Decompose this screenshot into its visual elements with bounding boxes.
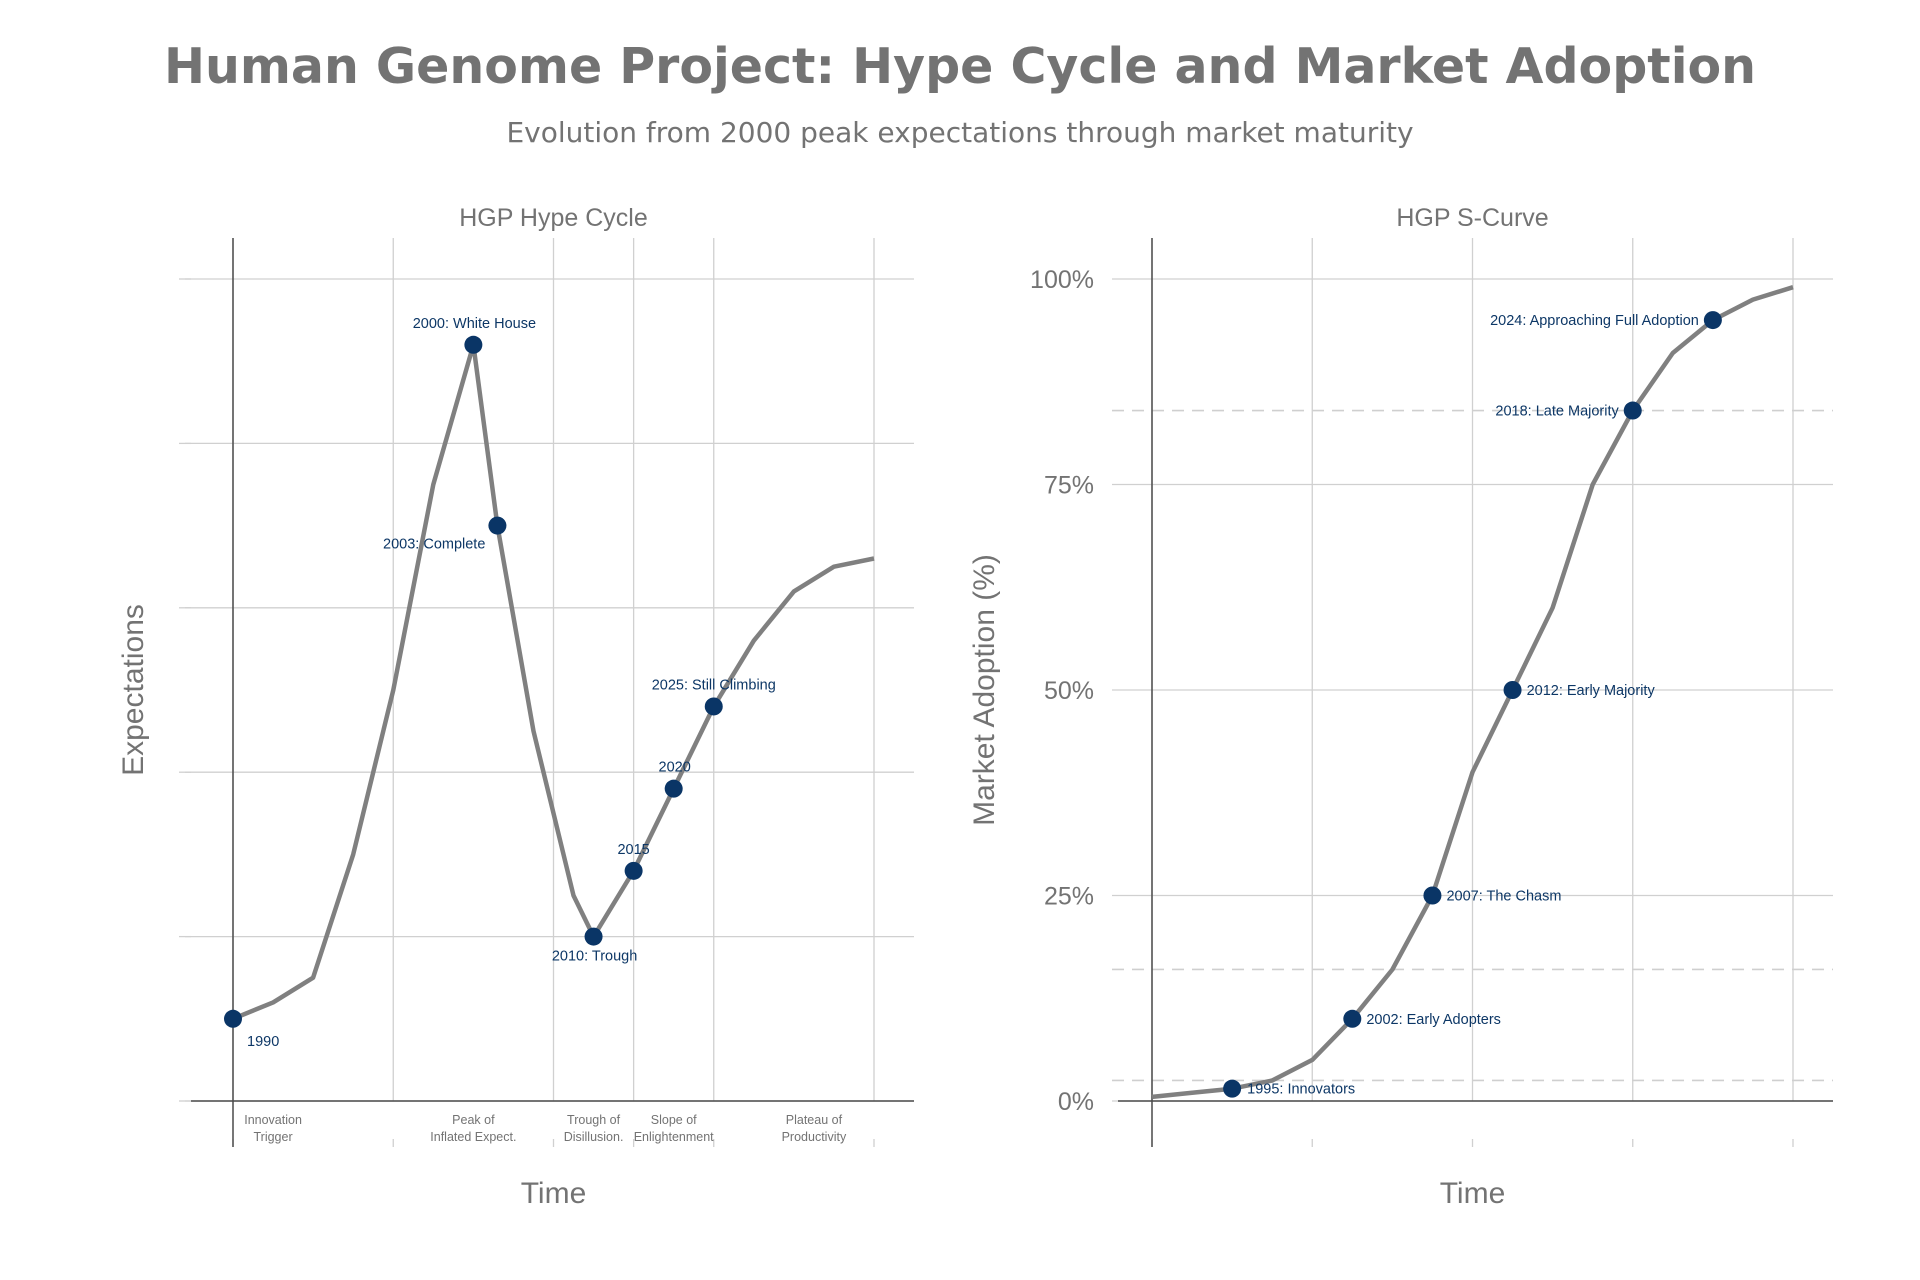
main-subtitle: Evolution from 2000 peak expectations th…	[506, 116, 1414, 149]
hype-milestone-point	[464, 335, 483, 354]
main-title: Human Genome Project: Hype Cycle and Mar…	[163, 38, 1757, 95]
scurve-milestone-point	[1223, 1079, 1242, 1098]
hype-milestone-point	[664, 779, 683, 798]
scurve-milestone-point	[1703, 311, 1722, 330]
hype-x-axis-label: Time	[521, 1177, 587, 1210]
scurve-x-axis-label: Time	[1440, 1177, 1506, 1210]
scurve-milestone-label: 2002: Early Adopters	[1366, 1012, 1501, 1028]
scurve-milestone-point	[1423, 886, 1442, 905]
hype-phase-label: Peak of	[452, 1113, 495, 1127]
hype-cycle-panel: Innovation Trigger Peak of Inflated Expect.…	[117, 204, 914, 1210]
s-curve-panel: 0% 25% 50% 75% 100% 1995: Innovators 2002: Ear…	[968, 204, 1833, 1210]
hype-phase-label: Productivity	[782, 1130, 847, 1144]
scurve-series-line	[1151, 285, 1794, 1100]
hype-milestone-point	[624, 861, 643, 880]
scurve-milestone-label: 1995: Innovators	[1247, 1082, 1355, 1098]
hype-phase-label: Innovation	[244, 1113, 302, 1127]
hype-phase-label: Trough of	[567, 1113, 621, 1127]
hype-phase-label: Disillusion.	[564, 1130, 624, 1144]
hype-milestone-label: 2025: Still Climbing	[652, 677, 776, 693]
hype-milestone-label: 2000: White House	[413, 316, 536, 332]
scurve-title: HGP S-Curve	[1396, 204, 1548, 232]
scurve-y-tick-label: 0%	[1058, 1088, 1094, 1116]
scurve-y-tick-label: 100%	[1030, 266, 1094, 294]
hype-milestone-label: 2010: Trough	[552, 949, 637, 965]
scurve-y-axis-label: Market Adoption (%)	[968, 554, 1001, 826]
scurve-milestone-point	[1343, 1009, 1362, 1028]
scurve-milestone-label: 2018: Late Majority	[1495, 404, 1619, 420]
scurve-milestone-point	[1503, 681, 1522, 699]
hype-milestone-label: 2015	[617, 842, 649, 858]
scurve-milestone-label: 2007: The Chasm	[1446, 889, 1561, 905]
hype-series-line	[232, 342, 875, 1021]
hype-y-axis-label: Expectations	[117, 604, 150, 776]
hype-milestone-point	[584, 927, 603, 946]
hype-milestone-point	[224, 1009, 242, 1028]
scurve-milestone-label: 2012: Early Majority	[1527, 683, 1656, 699]
hype-phase-label: Inflated Expect.	[430, 1130, 516, 1144]
hype-milestone-label: 2020	[659, 760, 691, 776]
hype-phase-label: Enlightenment	[634, 1130, 714, 1144]
hype-milestone-label: 2003: Complete	[383, 537, 485, 553]
hype-milestone-point	[704, 697, 723, 716]
scurve-milestone-label: 2024: Approaching Full Adoption	[1490, 313, 1699, 329]
hype-phase-label: Slope of	[651, 1113, 697, 1127]
hype-milestone-point	[488, 516, 507, 535]
hype-phase-label: Plateau of	[786, 1113, 843, 1127]
hype-milestone-label: 1990	[247, 1034, 279, 1050]
scurve-milestone-point	[1623, 401, 1642, 420]
hype-title: HGP Hype Cycle	[459, 204, 648, 232]
scurve-y-tick-label: 25%	[1044, 883, 1094, 911]
scurve-y-tick-label: 50%	[1044, 677, 1094, 705]
hype-phase-label: Trigger	[253, 1130, 292, 1144]
scurve-y-tick-label: 75%	[1044, 472, 1094, 500]
